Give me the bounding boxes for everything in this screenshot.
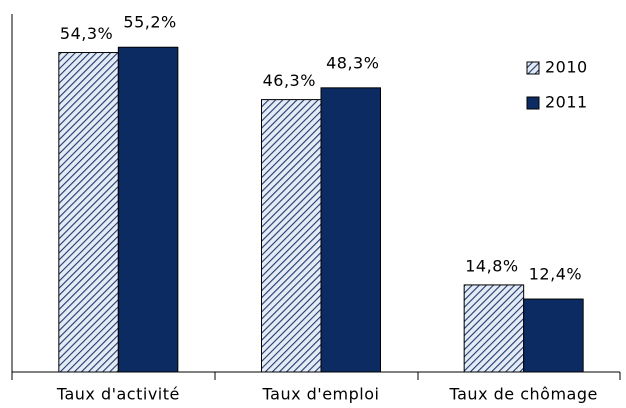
data-label: 55,2%: [123, 13, 176, 32]
data-label: 46,3%: [263, 71, 316, 90]
data-label: 14,8%: [465, 256, 518, 275]
bar: [523, 298, 584, 373]
bar: [117, 46, 179, 373]
bar: [261, 99, 322, 373]
data-label: 12,4%: [529, 265, 582, 284]
x-tick-label: Taux d'emploi: [262, 385, 380, 404]
bar: [320, 87, 381, 373]
x-tick-label: Taux d'activité: [56, 385, 180, 404]
bar: [58, 52, 119, 373]
x-tick-label: Taux de chômage: [449, 385, 598, 404]
legend-label: 2011: [545, 93, 588, 112]
data-label: 54,3%: [60, 24, 113, 43]
legend-swatch: [526, 61, 540, 75]
data-label: 48,3%: [326, 53, 379, 72]
legend-swatch: [526, 96, 540, 110]
bar: [463, 284, 525, 373]
legend-label: 2010: [545, 58, 588, 77]
